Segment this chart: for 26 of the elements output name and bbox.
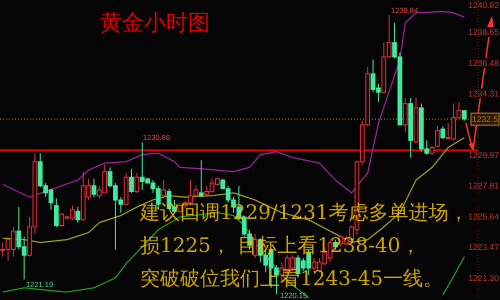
y-tick-label: 1227.81 — [468, 180, 500, 191]
y-tick-label: 1234.31 — [468, 88, 500, 99]
ref-line-label: 1232.5 — [472, 114, 498, 124]
candlestick — [402, 97, 408, 132]
text: 黄金小时图 — [100, 11, 210, 36]
candlestick — [435, 126, 440, 148]
candlestick — [75, 206, 80, 224]
y-tick-label: 1221.30 — [468, 272, 500, 283]
candlestick — [161, 180, 166, 200]
candlestick — [92, 178, 96, 198]
y-tick-label: 1229.97 — [468, 150, 500, 160]
candlestick — [462, 110, 467, 122]
candlestick — [414, 97, 418, 144]
candlestick — [198, 160, 204, 198]
candlestick — [124, 172, 129, 206]
y-tick-label: 1225.64 — [468, 211, 500, 222]
candlestick — [440, 126, 446, 140]
candlestick — [129, 168, 134, 194]
y-tick-label: 1238.65 — [468, 27, 500, 38]
y-tick-label: 1236.48 — [468, 58, 500, 68]
candlestick — [430, 146, 434, 156]
candlestick — [408, 97, 414, 158]
candlestick — [134, 172, 140, 194]
y-tick-label: 1240.82 — [468, 0, 500, 10]
y-tick-label: 1223.47 — [468, 242, 500, 252]
candlestick — [54, 198, 59, 228]
